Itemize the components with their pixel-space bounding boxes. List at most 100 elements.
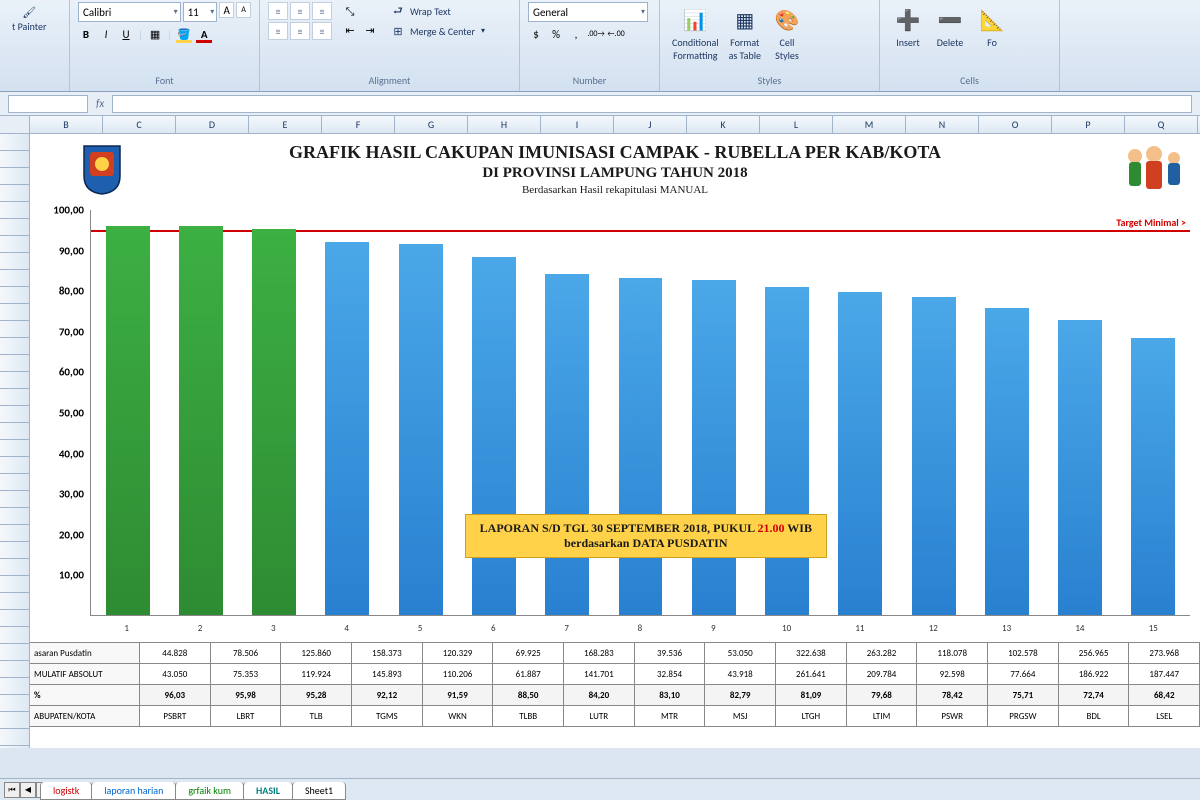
table-cell[interactable]: TLB	[281, 706, 352, 726]
table-cell[interactable]: 209.784	[847, 664, 918, 684]
sheet-tab[interactable]: Sheet1	[292, 782, 346, 800]
grow-font-icon[interactable]: A	[219, 2, 234, 18]
table-cell[interactable]: 256.965	[1059, 643, 1130, 663]
format-painter-button[interactable]: 🖌 t Painter	[8, 2, 51, 35]
row-header[interactable]	[0, 134, 29, 151]
currency-icon[interactable]: $	[528, 26, 544, 42]
table-cell[interactable]: MSJ	[705, 706, 776, 726]
row-header[interactable]	[0, 389, 29, 406]
delete-button[interactable]: ➖ Delete	[930, 2, 970, 51]
underline-button[interactable]: U	[118, 26, 134, 42]
column-header[interactable]: M	[833, 116, 906, 133]
table-cell[interactable]: 61.887	[493, 664, 564, 684]
table-cell[interactable]: LBRT	[211, 706, 282, 726]
fill-color-button[interactable]: 🪣	[176, 26, 192, 42]
bar[interactable]	[472, 257, 516, 615]
table-cell[interactable]: TGMS	[352, 706, 423, 726]
table-cell[interactable]: BDL	[1059, 706, 1130, 726]
row-header[interactable]	[0, 576, 29, 593]
column-header[interactable]: K	[687, 116, 760, 133]
bar[interactable]	[985, 308, 1029, 615]
column-header[interactable]: J	[614, 116, 687, 133]
sheet-tab[interactable]: grfaik kum	[175, 782, 244, 800]
table-cell[interactable]: 78,42	[917, 685, 988, 705]
font-size-combo[interactable]: 11	[183, 2, 218, 22]
table-cell[interactable]: 75.353	[211, 664, 282, 684]
row-header[interactable]	[0, 474, 29, 491]
table-cell[interactable]: MTR	[635, 706, 706, 726]
sheet-content[interactable]: GRAFIK HASIL CAKUPAN IMUNISASI CAMPAK - …	[30, 134, 1200, 748]
orientation-icon[interactable]: ⤡	[342, 4, 358, 20]
column-header[interactable]: F	[322, 116, 395, 133]
table-cell[interactable]: 81,09	[776, 685, 847, 705]
table-cell[interactable]: 75,71	[988, 685, 1059, 705]
row-header[interactable]	[0, 593, 29, 610]
row-header[interactable]	[0, 202, 29, 219]
table-cell[interactable]: 91,59	[423, 685, 494, 705]
bar[interactable]	[765, 287, 809, 615]
table-cell[interactable]: 77.664	[988, 664, 1059, 684]
table-cell[interactable]: 186.922	[1059, 664, 1130, 684]
table-cell[interactable]: 44.828	[140, 643, 211, 663]
table-cell[interactable]: 322.638	[776, 643, 847, 663]
row-header[interactable]	[0, 610, 29, 627]
row-header[interactable]	[0, 287, 29, 304]
font-color-button[interactable]: A	[196, 26, 212, 42]
table-cell[interactable]: TLBB	[493, 706, 564, 726]
table-cell[interactable]: 79,68	[847, 685, 918, 705]
decrease-decimal-icon[interactable]: ←.00	[608, 26, 624, 42]
column-header[interactable]: G	[395, 116, 468, 133]
row-header[interactable]	[0, 304, 29, 321]
table-cell[interactable]: 125.860	[281, 643, 352, 663]
conditional-formatting-button[interactable]: 📊 Conditional Formatting	[668, 2, 723, 64]
row-header[interactable]	[0, 270, 29, 287]
table-cell[interactable]: LUTR	[564, 706, 635, 726]
table-cell[interactable]: LTIM	[847, 706, 918, 726]
table-cell[interactable]: 39.536	[635, 643, 706, 663]
bar[interactable]	[252, 229, 296, 615]
table-cell[interactable]: 141.701	[564, 664, 635, 684]
row-header[interactable]	[0, 644, 29, 661]
table-cell[interactable]: 118.078	[917, 643, 988, 663]
bold-button[interactable]: B	[78, 26, 94, 42]
table-cell[interactable]: 95,98	[211, 685, 282, 705]
bar[interactable]	[619, 278, 663, 615]
row-header[interactable]	[0, 559, 29, 576]
bar[interactable]	[692, 280, 736, 615]
column-header[interactable]: E	[249, 116, 322, 133]
bar[interactable]	[838, 292, 882, 615]
bar[interactable]	[1131, 338, 1175, 615]
row-header[interactable]	[0, 627, 29, 644]
table-cell[interactable]: 82,79	[705, 685, 776, 705]
row-header[interactable]	[0, 355, 29, 372]
row-header[interactable]	[0, 321, 29, 338]
table-cell[interactable]: 69.925	[493, 643, 564, 663]
row-header[interactable]	[0, 525, 29, 542]
table-cell[interactable]: 263.282	[847, 643, 918, 663]
table-cell[interactable]: 72,74	[1059, 685, 1130, 705]
row-header[interactable]	[0, 695, 29, 712]
merge-center-button[interactable]: ⊞ Merge & Center ▾	[390, 23, 485, 39]
column-header[interactable]: L	[760, 116, 833, 133]
name-box[interactable]	[8, 95, 88, 113]
table-cell[interactable]: PRGSW	[988, 706, 1059, 726]
row-header[interactable]	[0, 185, 29, 202]
table-cell[interactable]: 96,03	[140, 685, 211, 705]
row-header[interactable]	[0, 168, 29, 185]
row-header[interactable]	[0, 542, 29, 559]
bar[interactable]	[106, 226, 150, 615]
font-family-combo[interactable]: Calibri	[78, 2, 181, 22]
table-cell[interactable]: 92,12	[352, 685, 423, 705]
insert-button[interactable]: ➕ Insert	[888, 2, 928, 51]
bar[interactable]	[1058, 320, 1102, 615]
table-cell[interactable]: 78.506	[211, 643, 282, 663]
row-header[interactable]	[0, 729, 29, 746]
row-header[interactable]	[0, 219, 29, 236]
row-header[interactable]	[0, 406, 29, 423]
column-header[interactable]: I	[541, 116, 614, 133]
increase-indent-icon[interactable]: ⇥	[362, 22, 378, 38]
column-header[interactable]: N	[906, 116, 979, 133]
table-cell[interactable]: 43.918	[705, 664, 776, 684]
table-cell[interactable]: 273.968	[1129, 643, 1200, 663]
table-cell[interactable]: 95,28	[281, 685, 352, 705]
